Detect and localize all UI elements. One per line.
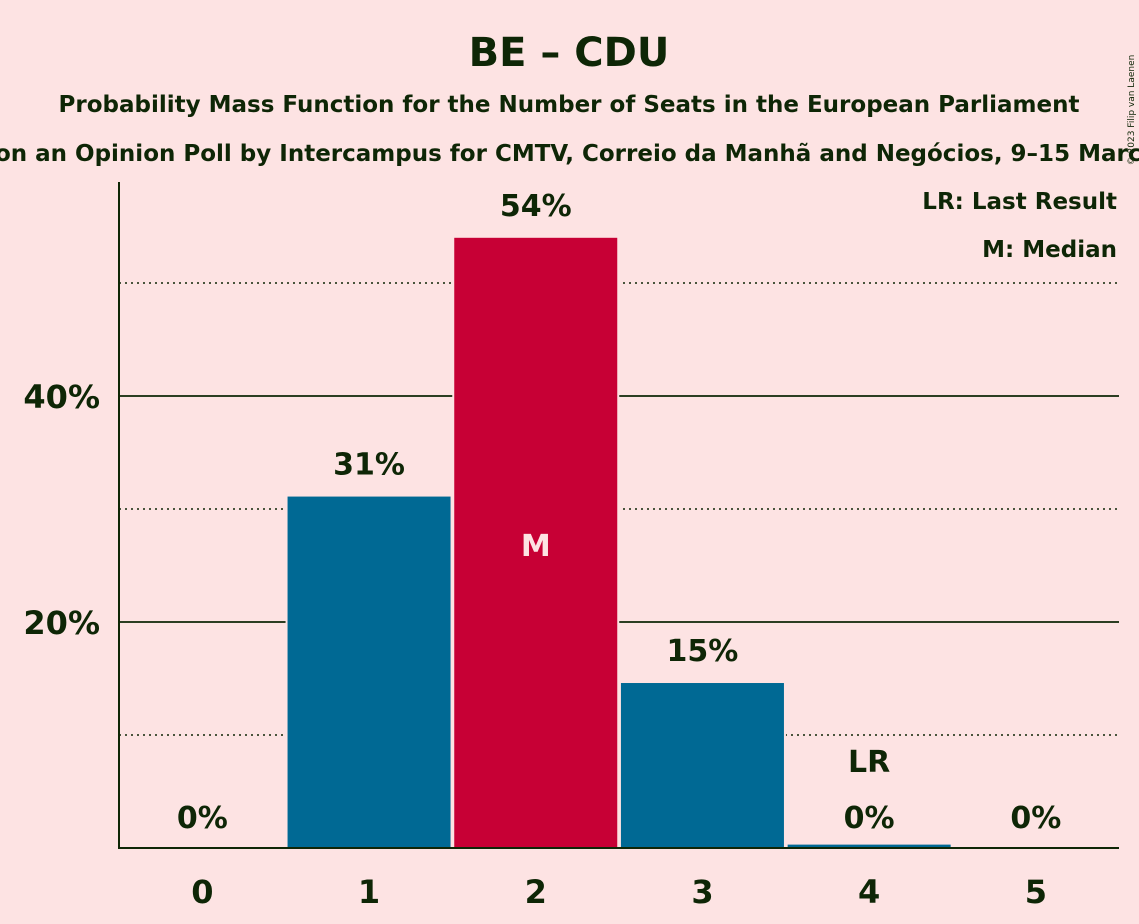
bar-value-label: 0% xyxy=(177,801,228,836)
bar-value-label: 54% xyxy=(500,189,572,224)
x-tick-label: 3 xyxy=(691,873,713,911)
bar-value-label: 0% xyxy=(844,801,895,836)
legend-last-result: LR: Last Result xyxy=(922,189,1117,215)
bar-value-label: 0% xyxy=(1010,801,1061,836)
bar-value-label: 15% xyxy=(667,634,739,669)
bar-3 xyxy=(620,683,784,848)
x-tick-label: 5 xyxy=(1025,873,1047,911)
bar-value-label: 31% xyxy=(333,448,405,483)
median-marker: M xyxy=(521,529,551,564)
bar-2 xyxy=(454,237,618,849)
chart-subtitle: Probability Mass Function for the Number… xyxy=(59,92,1080,118)
x-tick-label: 0 xyxy=(191,873,213,911)
chart-source-subtitle: Based on an Opinion Poll by Intercampus … xyxy=(0,141,1139,167)
axes: 20% 40% 0 1 2 3 4 5 xyxy=(23,182,1119,911)
x-tick-label: 1 xyxy=(358,873,380,911)
copyright-notice: © 2023 Filip van Laenen xyxy=(1127,55,1137,166)
chart-title: BE – CDU xyxy=(469,30,670,76)
y-tick-label: 20% xyxy=(23,604,100,642)
bar-4 xyxy=(787,844,951,848)
legend-median: M: Median xyxy=(982,237,1117,263)
x-tick-label: 2 xyxy=(525,873,547,911)
x-tick-label: 4 xyxy=(858,873,880,911)
last-result-marker: LR xyxy=(848,745,890,780)
bars xyxy=(285,235,953,849)
bar-1 xyxy=(287,496,451,848)
y-tick-label: 40% xyxy=(23,378,100,416)
bar-labels: 0% 31% 54% 15% 0% 0% M LR xyxy=(177,189,1061,836)
